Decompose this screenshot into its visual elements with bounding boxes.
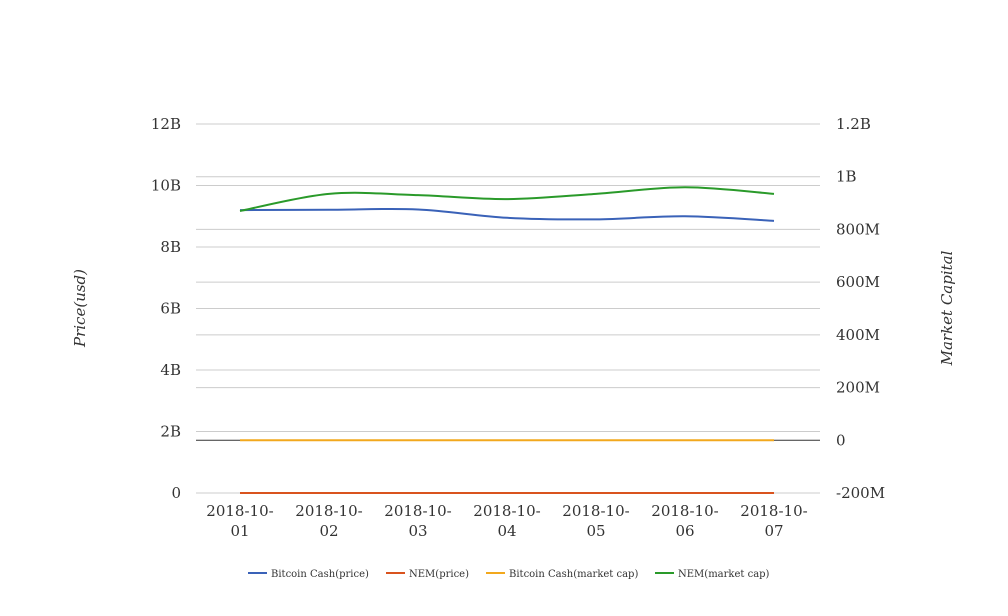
x-axis-ticks: 2018-10-01 2018-10-02 2018-10-03 2018-10-04… xyxy=(206,502,807,540)
series-line xyxy=(239,186,775,212)
right-tick-label: 600M xyxy=(836,273,880,291)
left-tick-label: 12B xyxy=(151,115,181,133)
x-tick-label: 2018-10-07 xyxy=(740,502,807,540)
legend-label: Bitcoin Cash(market cap) xyxy=(509,569,638,580)
left-tick-label: 6B xyxy=(160,300,181,318)
x-tick-label: 2018-10-03 xyxy=(384,502,451,540)
right-axis-title: Market Capital xyxy=(938,250,956,366)
left-axis-title: Price(usd) xyxy=(71,269,89,348)
right-tick-label: 400M xyxy=(836,326,880,344)
left-tick-label: 2B xyxy=(160,423,181,441)
right-tick-label: 1B xyxy=(836,168,857,186)
x-tick-label: 2018-10-01 xyxy=(206,502,273,540)
left-tick-label: 8B xyxy=(160,238,181,256)
x-tick-label: 2018-10-05 xyxy=(562,502,629,540)
left-tick-label: 0 xyxy=(171,484,181,502)
x-tick-label: 2018-10-02 xyxy=(295,502,362,540)
right-tick-label: 200M xyxy=(836,379,880,397)
right-axis-ticks: -200M 0 200M 400M 600M 800M 1B 1.2B xyxy=(836,115,885,502)
right-tick-label: -200M xyxy=(836,484,885,502)
left-axis-ticks: 0 2B 4B 6B 8B 10B 12B xyxy=(151,115,181,502)
legend-label: Bitcoin Cash(price) xyxy=(271,569,369,580)
legend-label: NEM(market cap) xyxy=(678,569,770,580)
left-tick-label: 4B xyxy=(160,361,181,379)
series-line xyxy=(239,207,775,222)
left-tick-label: 10B xyxy=(151,177,181,195)
legend-label: NEM(price) xyxy=(409,569,469,580)
x-tick-label: 2018-10-06 xyxy=(651,502,718,540)
series-lines xyxy=(239,186,775,495)
right-tick-label: 0 xyxy=(836,431,846,449)
right-tick-label: 800M xyxy=(836,220,880,238)
legend: Bitcoin Cash(price) NEM(price) Bitcoin Cas… xyxy=(248,569,770,580)
x-tick-label: 2018-10-04 xyxy=(473,502,540,540)
grid-lines xyxy=(196,123,820,494)
right-tick-label: 1.2B xyxy=(836,115,871,133)
